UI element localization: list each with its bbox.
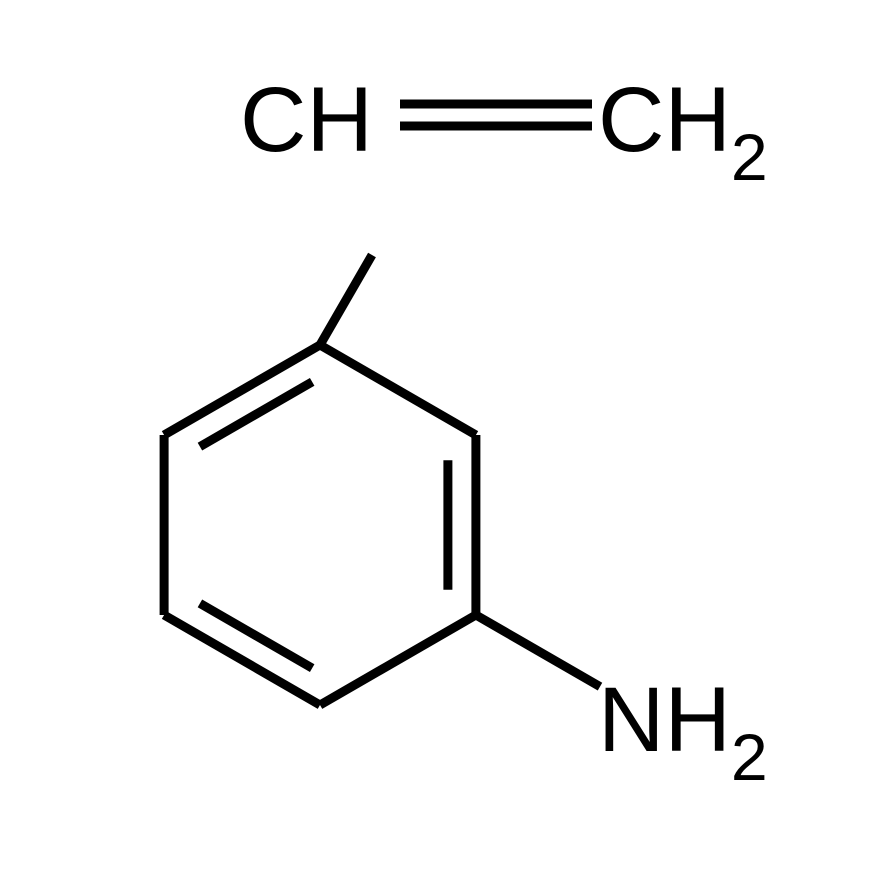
label-ch2v-sub: 2 — [731, 121, 768, 195]
label-nh2-sub: 2 — [731, 721, 768, 795]
label-ch: CH — [240, 68, 373, 186]
label-nh2-text: NH — [598, 669, 731, 771]
label-nh2: NH2 — [598, 668, 768, 786]
label-ch2-vinyl: CH2 — [598, 68, 768, 186]
label-ch-text: CH — [240, 69, 373, 171]
label-ch2v-text: CH — [598, 69, 731, 171]
